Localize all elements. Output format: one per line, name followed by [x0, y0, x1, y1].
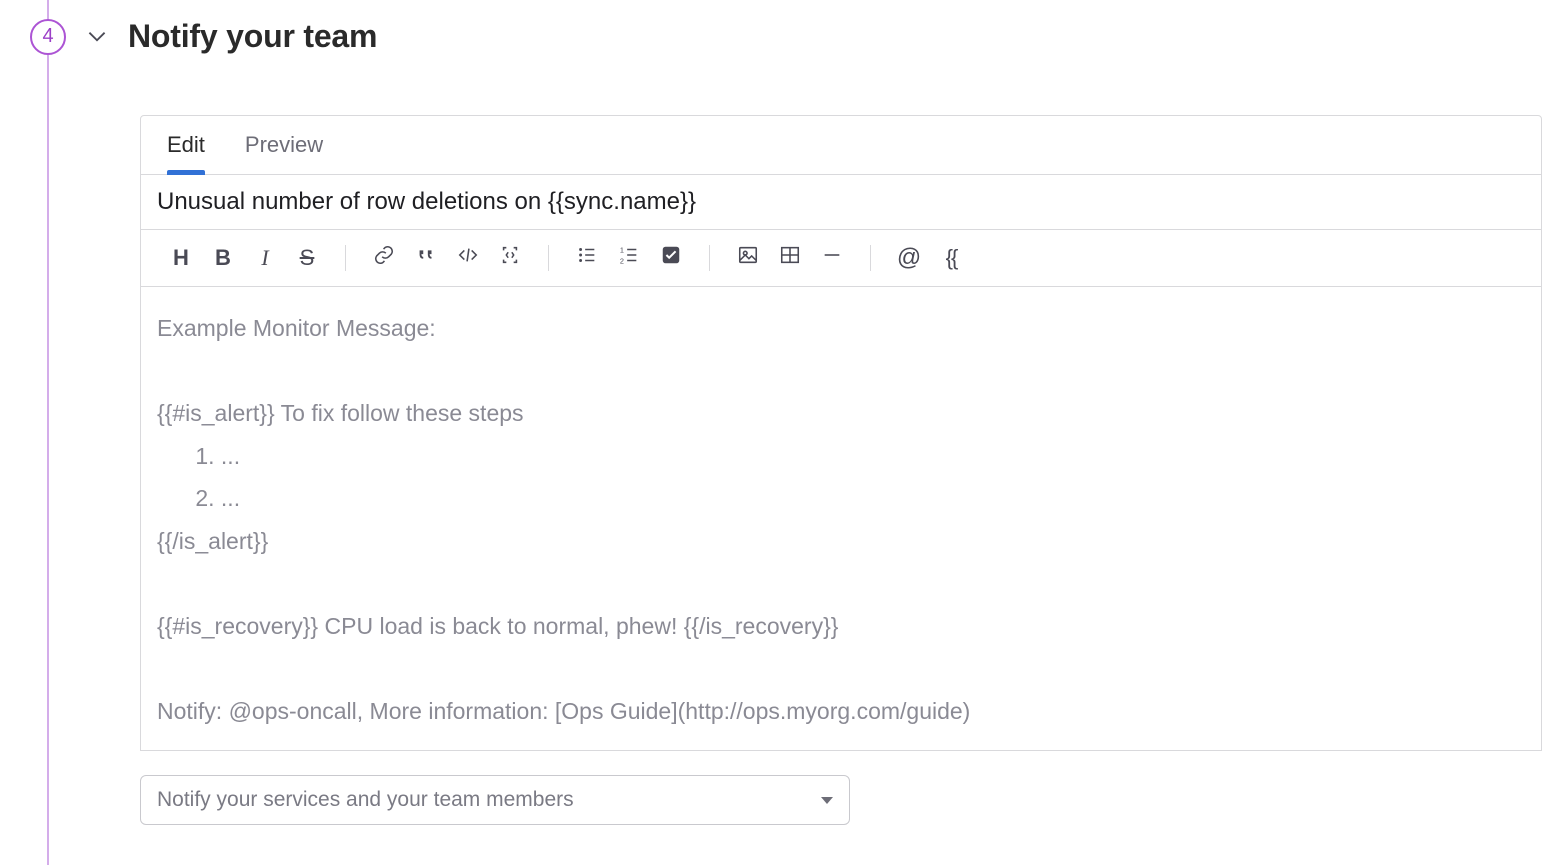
image-button[interactable] [730, 240, 766, 276]
formatting-toolbar: H B I S [140, 230, 1542, 287]
table-button[interactable] [772, 240, 808, 276]
editor-panel: Edit Preview H B I S [140, 115, 1542, 825]
table-icon [779, 244, 801, 272]
code-icon [457, 244, 479, 272]
chevron-down-icon[interactable] [84, 24, 110, 50]
image-icon [737, 244, 759, 272]
heading-button[interactable]: H [163, 240, 199, 276]
step-timeline-line [47, 0, 49, 865]
heading-icon: H [173, 245, 189, 271]
toolbar-separator [709, 245, 710, 271]
step-number-badge: 4 [30, 19, 66, 55]
checklist-button[interactable] [653, 240, 689, 276]
toolbar-separator [548, 245, 549, 271]
unordered-list-button[interactable] [569, 240, 605, 276]
message-body-area[interactable]: Example Monitor Message: {{#is_alert}} T… [140, 287, 1542, 751]
quote-button[interactable] [408, 240, 444, 276]
italic-button[interactable]: I [247, 240, 283, 276]
notify-recipients-select[interactable]: Notify your services and your team membe… [140, 775, 850, 825]
step-title: Notify your team [128, 18, 377, 55]
link-icon [373, 244, 395, 272]
italic-icon: I [261, 245, 268, 271]
link-button[interactable] [366, 240, 402, 276]
editor-tabs: Edit Preview [140, 115, 1542, 175]
quote-icon [415, 244, 437, 272]
tab-edit-label: Edit [167, 132, 205, 157]
code-block-icon [499, 244, 521, 272]
code-inline-button[interactable] [450, 240, 486, 276]
step-header[interactable]: 4 Notify your team [30, 18, 1542, 55]
at-icon: @ [897, 244, 921, 272]
caret-down-icon [821, 797, 833, 804]
svg-text:1: 1 [620, 245, 624, 254]
numbered-list-icon: 12 [618, 244, 640, 272]
strikethrough-icon: S [300, 245, 315, 271]
horizontal-rule-button[interactable] [814, 240, 850, 276]
step-number: 4 [42, 25, 53, 48]
subject-input[interactable] [155, 187, 1527, 217]
toolbar-separator [870, 245, 871, 271]
tab-preview[interactable]: Preview [245, 132, 323, 174]
bold-button[interactable]: B [205, 240, 241, 276]
bold-icon: B [215, 245, 231, 271]
template-variable-button[interactable]: {{ [933, 240, 969, 276]
tab-preview-label: Preview [245, 132, 323, 157]
step-section: 4 Notify your team Edit Preview H B [0, 0, 1542, 865]
horizontal-rule-icon [821, 244, 843, 272]
bullet-list-icon [576, 244, 598, 272]
message-placeholder-text: Example Monitor Message: {{#is_alert}} T… [157, 307, 1525, 732]
strikethrough-button[interactable]: S [289, 240, 325, 276]
template-braces-icon: {{ [946, 245, 957, 271]
ordered-list-button[interactable]: 12 [611, 240, 647, 276]
checkbox-icon [660, 244, 682, 272]
notify-select-placeholder: Notify your services and your team membe… [157, 788, 574, 812]
tab-edit[interactable]: Edit [167, 132, 205, 174]
subject-row [140, 175, 1542, 230]
svg-text:2: 2 [620, 256, 624, 265]
toolbar-separator [345, 245, 346, 271]
code-block-button[interactable] [492, 240, 528, 276]
mention-button[interactable]: @ [891, 240, 927, 276]
